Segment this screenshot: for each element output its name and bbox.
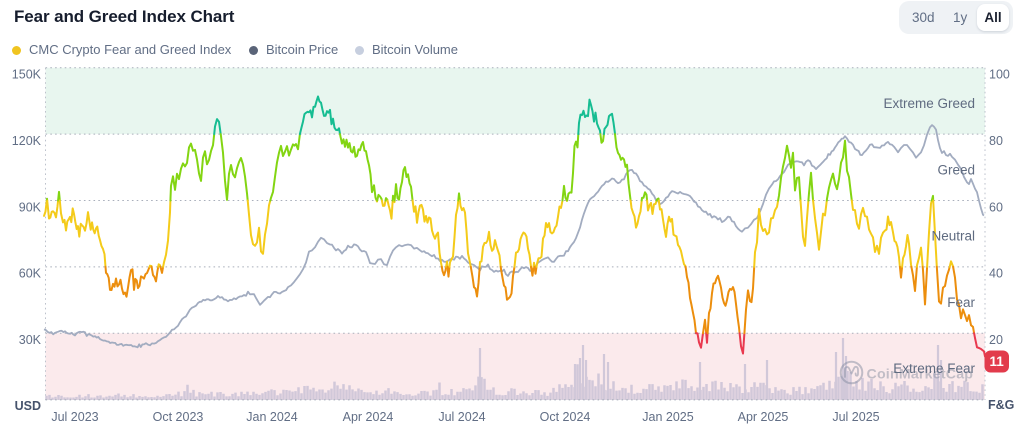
- svg-text:Extreme Fear: Extreme Fear: [893, 361, 975, 376]
- svg-text:150K: 150K: [12, 68, 42, 82]
- svg-text:30K: 30K: [19, 333, 42, 347]
- svg-text:120K: 120K: [12, 134, 42, 148]
- svg-text:Fear: Fear: [947, 295, 975, 310]
- svg-text:Greed: Greed: [937, 162, 975, 177]
- svg-text:60: 60: [989, 200, 1003, 214]
- svg-text:Jul 2025: Jul 2025: [832, 410, 879, 424]
- svg-text:Oct 2023: Oct 2023: [153, 410, 204, 424]
- svg-text:Apr 2025: Apr 2025: [738, 410, 789, 424]
- svg-text:Oct 2024: Oct 2024: [540, 410, 591, 424]
- svg-text:20: 20: [989, 333, 1003, 347]
- svg-text:Apr 2024: Apr 2024: [343, 410, 394, 424]
- svg-text:100: 100: [989, 68, 1010, 82]
- svg-text:Jan 2024: Jan 2024: [246, 410, 297, 424]
- svg-text:Jan 2025: Jan 2025: [642, 410, 693, 424]
- svg-text:60K: 60K: [19, 267, 42, 281]
- svg-text:F&G: F&G: [988, 398, 1014, 412]
- svg-text:11: 11: [990, 354, 1005, 369]
- svg-text:80: 80: [989, 134, 1003, 148]
- svg-text:CoinMarketCap: CoinMarketCap: [867, 367, 974, 383]
- svg-text:Extreme Greed: Extreme Greed: [883, 96, 975, 111]
- svg-text:40: 40: [989, 267, 1003, 281]
- svg-text:USD: USD: [15, 399, 41, 413]
- svg-text:Jul 2023: Jul 2023: [51, 410, 98, 424]
- svg-text:90K: 90K: [19, 200, 42, 214]
- svg-text:Neutral: Neutral: [931, 229, 975, 244]
- svg-text:Jul 2024: Jul 2024: [438, 410, 485, 424]
